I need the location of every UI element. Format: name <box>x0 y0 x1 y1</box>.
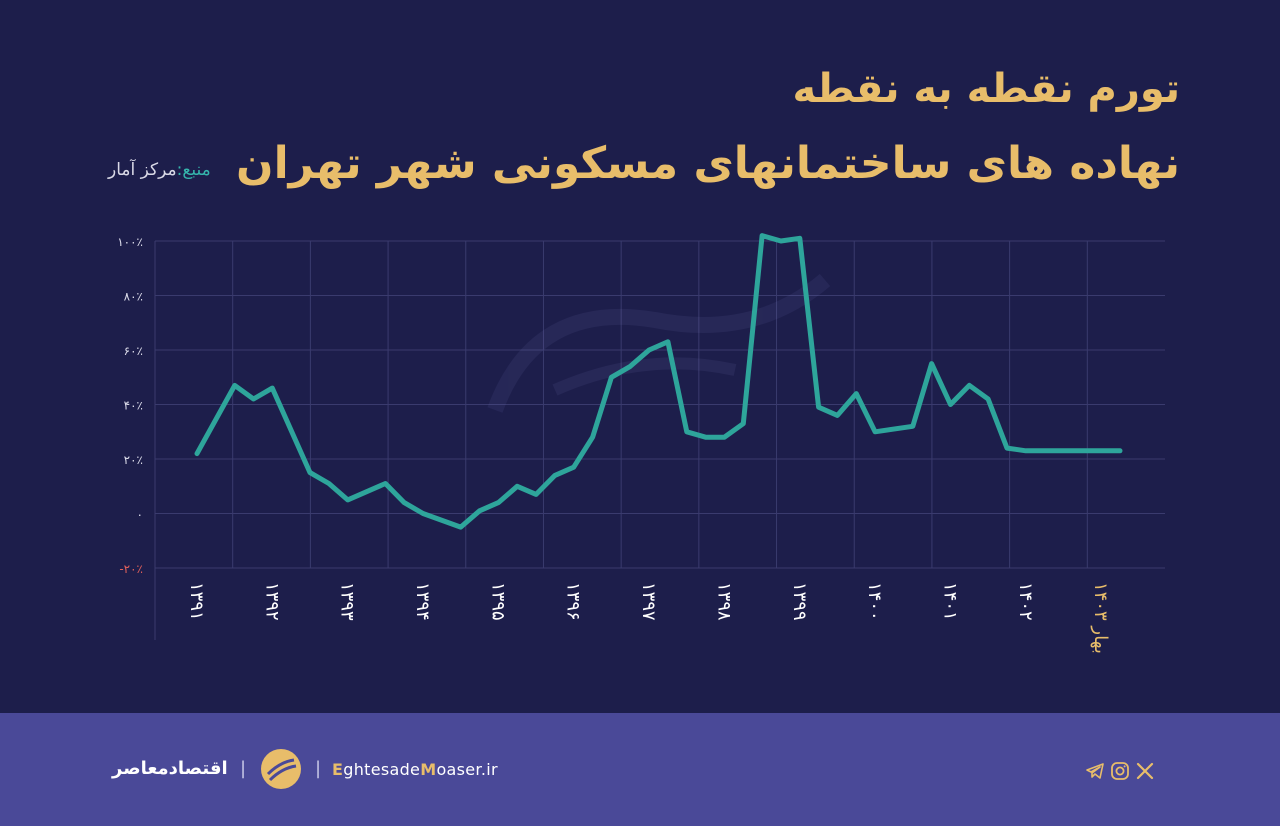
x-tick-label: ۱۳۹۸ <box>713 582 734 621</box>
y-tick-label: ۱۰۰٪ <box>117 235 143 249</box>
y-tick-label: -۲۰٪ <box>119 562 143 576</box>
brand-logo-icon[interactable] <box>260 748 302 790</box>
y-tick-label: ۰ <box>137 508 143 522</box>
footer-divider: | <box>315 758 322 779</box>
footer-bar: اقتصادمعاصر | | EghtesadeMoaser.ir <box>0 713 1280 826</box>
y-tick-label: ۲۰٪ <box>124 453 143 467</box>
telegram-icon[interactable] <box>1085 761 1105 781</box>
x-tick-label: ۱۴۰۰ <box>864 582 885 621</box>
footer-divider: | <box>240 758 247 779</box>
url-part: E <box>332 760 344 779</box>
site-url-link[interactable]: EghtesadeMoaser.ir <box>332 760 498 779</box>
x-tick-label: ۱۴۰۲ <box>1015 582 1036 621</box>
source-label: منبع: <box>176 160 211 180</box>
x-tick-label: ۱۴۰۱ <box>939 582 960 621</box>
x-tick-label: ۱۳۹۶ <box>563 582 584 621</box>
series-line <box>194 233 1123 530</box>
x-tick-label: ۱۳۹۲ <box>261 582 282 621</box>
url-part: ghtesade <box>343 760 421 779</box>
chart-title-line2: نهاده های ساختمانهای مسکونی شهر تهران <box>236 138 1180 189</box>
source-caption: منبع:مرکز آمار <box>108 160 211 180</box>
x-tick-label: ۱۳۹۹ <box>789 582 810 621</box>
x-tick-label: ۱۳۹۵ <box>487 582 508 621</box>
url-part: M <box>420 760 437 779</box>
y-tick-label: ۸۰٪ <box>124 290 143 304</box>
x-tick-label: ۱۳۹۳ <box>337 582 358 621</box>
x-tick-label: بهار ۱۴۰۳ <box>1090 582 1111 654</box>
line-chart: ۱۰۰٪۸۰٪۶۰٪۴۰٪۲۰٪۰-۲۰٪ ۱۳۹۱ ۱۳۹۲ ۱۳۹۳ ۱۳۹۴ ۱۳… <box>117 233 1165 654</box>
x-tick-label: ۱۳۹۱ <box>186 582 207 621</box>
x-tick-label: ۱۳۹۴ <box>412 582 433 621</box>
y-tick-label: ۶۰٪ <box>124 344 143 358</box>
url-part: oaser.ir <box>436 760 498 779</box>
chart-grid <box>154 240 1165 640</box>
brand-name: اقتصادمعاصر <box>112 758 228 779</box>
y-tick-label: ۴۰٪ <box>124 399 143 413</box>
x-tick-label: ۱۳۹۷ <box>638 582 659 621</box>
x-axis-ticks: ۱۳۹۱ ۱۳۹۲ ۱۳۹۳ ۱۳۹۴ ۱۳۹۵ ۱۳۹۶ ۱۳۹۷ ۱۳۹۸ ۱۳۹۹ ۱۴۰۰… <box>186 582 1111 654</box>
watermark-logo <box>487 273 831 413</box>
x-icon[interactable] <box>1135 761 1155 781</box>
chart-title-line1: تورم نقطه به نقطه <box>792 66 1180 112</box>
y-axis-ticks: ۱۰۰٪ ۸۰٪ ۶۰٪ ۴۰٪ ۲۰٪ ۰ -۲۰٪ <box>117 235 143 576</box>
source-value: مرکز آمار <box>108 160 177 180</box>
instagram-icon[interactable] <box>1110 761 1130 781</box>
